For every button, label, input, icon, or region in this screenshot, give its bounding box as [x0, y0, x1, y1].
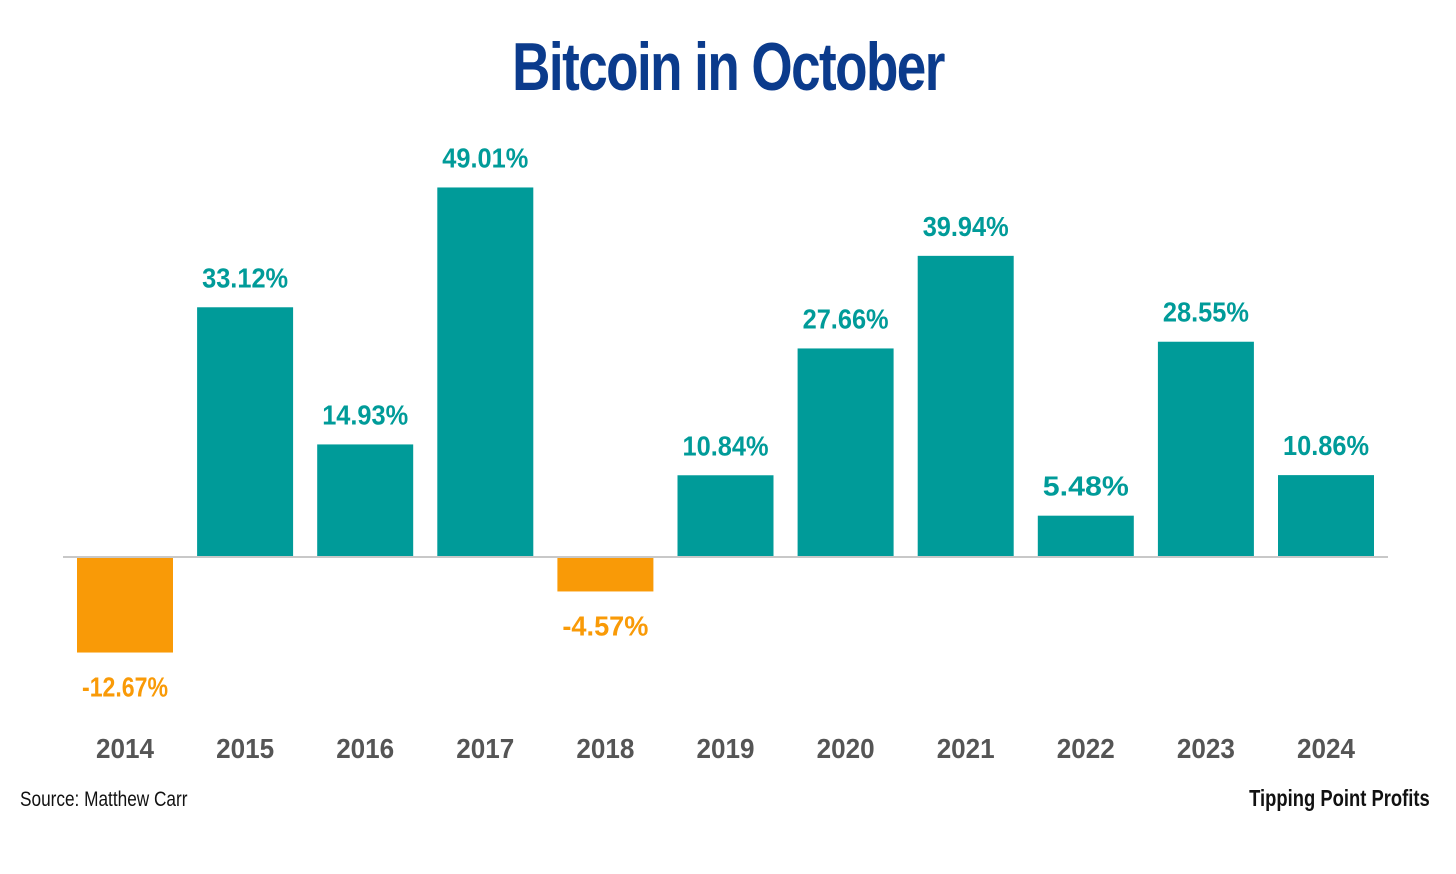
- value-labels-layer: -12.67% 33.12% 14.93% 49.01% -4.57% 10.84% 27.…: [82, 142, 1369, 702]
- x-tick-label-2015: 2015: [216, 733, 274, 764]
- value-label-2017: 49.01%: [442, 142, 528, 173]
- value-label-2024: 10.86%: [1283, 430, 1369, 461]
- bar-2014: [77, 557, 173, 653]
- value-label-2020: 27.66%: [803, 303, 889, 334]
- value-label-2018: -4.57%: [562, 610, 648, 641]
- bar-2016: [317, 444, 414, 557]
- bars-layer: [77, 187, 1374, 653]
- bar-2024: [1278, 475, 1374, 557]
- bar-2021: [917, 255, 1014, 557]
- value-label-2015: 33.12%: [202, 262, 288, 293]
- value-label-2021: 39.94%: [923, 211, 1009, 242]
- bar-2019: [677, 475, 774, 557]
- bar-2015: [197, 307, 294, 557]
- x-tick-label-2018: 2018: [576, 733, 634, 764]
- source-note: Source: Matthew Carr: [20, 788, 188, 811]
- brand-name: Tipping Point Profits: [1249, 785, 1430, 811]
- value-label-2016: 14.93%: [322, 399, 408, 430]
- x-tick-label-2016: 2016: [336, 733, 394, 764]
- value-label-2019: 10.84%: [683, 430, 769, 461]
- x-tick-label-2023: 2023: [1177, 733, 1235, 764]
- bar-2020: [797, 348, 894, 557]
- x-tick-labels-layer: 2014 2015 2016 2017 2018 2019 2020 2021 2022 2023…: [96, 733, 1355, 764]
- x-tick-label-2017: 2017: [456, 733, 514, 764]
- x-tick-label-2024: 2024: [1297, 733, 1355, 764]
- value-label-2022: 5.48%: [1043, 471, 1129, 502]
- x-tick-label-2022: 2022: [1057, 733, 1115, 764]
- bar-2018: [557, 557, 654, 592]
- value-label-2014: -12.67%: [82, 672, 168, 703]
- x-tick-label-2014: 2014: [96, 733, 154, 764]
- bar-2023: [1157, 341, 1254, 557]
- x-tick-label-2021: 2021: [937, 733, 995, 764]
- bar-2017: [437, 187, 534, 557]
- value-label-2023: 28.55%: [1163, 297, 1249, 328]
- bar-2022: [1037, 515, 1134, 557]
- x-tick-label-2020: 2020: [817, 733, 875, 764]
- x-tick-label-2019: 2019: [697, 733, 755, 764]
- chart-title: Bitcoin in October: [512, 29, 945, 105]
